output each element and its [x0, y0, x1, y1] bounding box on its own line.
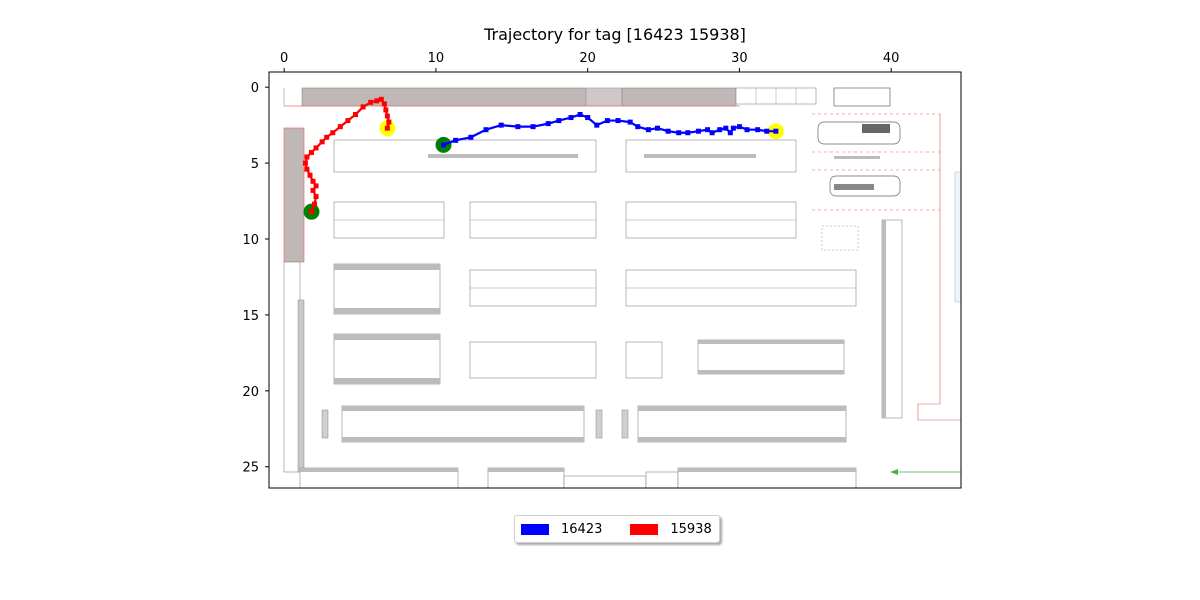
- trajectory-point: [604, 118, 610, 124]
- trajectory-point: [308, 209, 314, 215]
- y-tick-label: 20: [242, 385, 259, 400]
- chart-title: Trajectory for tag [16423 15938]: [483, 25, 746, 44]
- y-tick-label: 0: [251, 81, 259, 96]
- plot-area-frame: [268, 71, 962, 489]
- trajectory-point: [378, 96, 384, 102]
- trajectory-point: [685, 130, 691, 136]
- trajectory-point: [695, 128, 701, 134]
- axis-ticks: 0 10 20 30 40 0 5 10 15 20 25: [242, 51, 899, 476]
- trajectory-point: [384, 125, 390, 131]
- legend-item-15938: 15938: [630, 521, 712, 537]
- trajectory-point: [441, 142, 447, 148]
- trajectory-point: [615, 118, 621, 124]
- trajectory-point: [368, 99, 374, 105]
- trajectory-point: [345, 118, 351, 124]
- trajectory-point: [468, 134, 474, 140]
- y-tick-label: 25: [242, 461, 259, 476]
- trajectory-point: [515, 124, 521, 130]
- trajectory-point: [307, 172, 313, 178]
- x-tick-label: 0: [280, 51, 288, 66]
- legend-item-16423: 16423: [521, 522, 602, 537]
- trajectory-point: [709, 130, 715, 136]
- y-tick-label: 5: [251, 157, 259, 172]
- x-tick-label: 30: [731, 51, 748, 66]
- trajectory-point: [723, 125, 729, 131]
- trajectory-point: [727, 130, 733, 136]
- legend-label-16423: 16423: [561, 521, 603, 537]
- trajectory-point: [545, 121, 551, 127]
- trajectory-point: [313, 183, 319, 189]
- trajectory-point: [594, 122, 600, 128]
- legend-swatch-16423: [521, 523, 549, 535]
- x-tick-label: 40: [883, 51, 900, 66]
- trajectory-point: [304, 166, 310, 172]
- trajectory-point: [483, 127, 489, 133]
- trajectory-point: [310, 178, 316, 184]
- trajectory-point: [319, 139, 325, 145]
- x-tick-label: 20: [579, 51, 596, 66]
- trajectory-point: [374, 98, 380, 104]
- trajectory-point: [381, 101, 387, 107]
- trajectory-point: [730, 125, 736, 131]
- floor-plan-image: [269, 72, 961, 488]
- trajectory-point: [324, 134, 330, 140]
- legend: 16423 15938: [514, 515, 720, 543]
- trajectory-point: [353, 112, 358, 118]
- trajectory-point: [312, 201, 318, 207]
- trajectory-point: [498, 122, 504, 128]
- trajectory-point: [308, 149, 314, 155]
- trajectory-point: [736, 124, 742, 130]
- trajectory-point: [530, 124, 536, 130]
- trajectory-point: [627, 119, 633, 125]
- trajectory-point: [665, 128, 671, 134]
- trajectory-point: [383, 107, 389, 113]
- trajectory-point: [764, 128, 770, 134]
- trajectory-point: [773, 128, 779, 134]
- trajectory-point: [337, 124, 343, 130]
- trajectory-point: [313, 145, 319, 151]
- trajectory-point: [304, 154, 310, 160]
- trajectory-point: [645, 127, 651, 133]
- trajectory-point: [585, 115, 591, 121]
- trajectory-point: [676, 130, 682, 136]
- trajectory-point: [654, 125, 660, 131]
- trajectory-point: [310, 187, 316, 193]
- trajectory-point: [386, 119, 392, 125]
- legend-swatch-15938: [630, 523, 659, 535]
- y-tick-label: 10: [242, 233, 259, 248]
- trajectory-point: [717, 127, 723, 133]
- series-16423: [435, 112, 784, 153]
- trajectory-point: [330, 130, 336, 136]
- trajectory-point: [635, 124, 641, 130]
- trajectory-point: [384, 113, 390, 119]
- trajectory-point: [705, 127, 711, 133]
- trajectory-point: [556, 118, 562, 124]
- trajectory-point: [313, 193, 319, 199]
- trajectory-point: [744, 127, 750, 133]
- legend-label-15938: 15938: [670, 521, 712, 537]
- trajectory-point: [360, 104, 366, 110]
- trajectory-point: [755, 127, 761, 133]
- trajectories: [302, 96, 784, 220]
- series-15938: [302, 96, 396, 220]
- trajectory-point: [453, 137, 459, 143]
- x-tick-label: 10: [428, 51, 445, 66]
- trajectory-point: [568, 115, 574, 121]
- trajectory-point: [577, 112, 583, 118]
- y-tick-label: 15: [242, 309, 259, 324]
- trajectory-point: [302, 160, 308, 166]
